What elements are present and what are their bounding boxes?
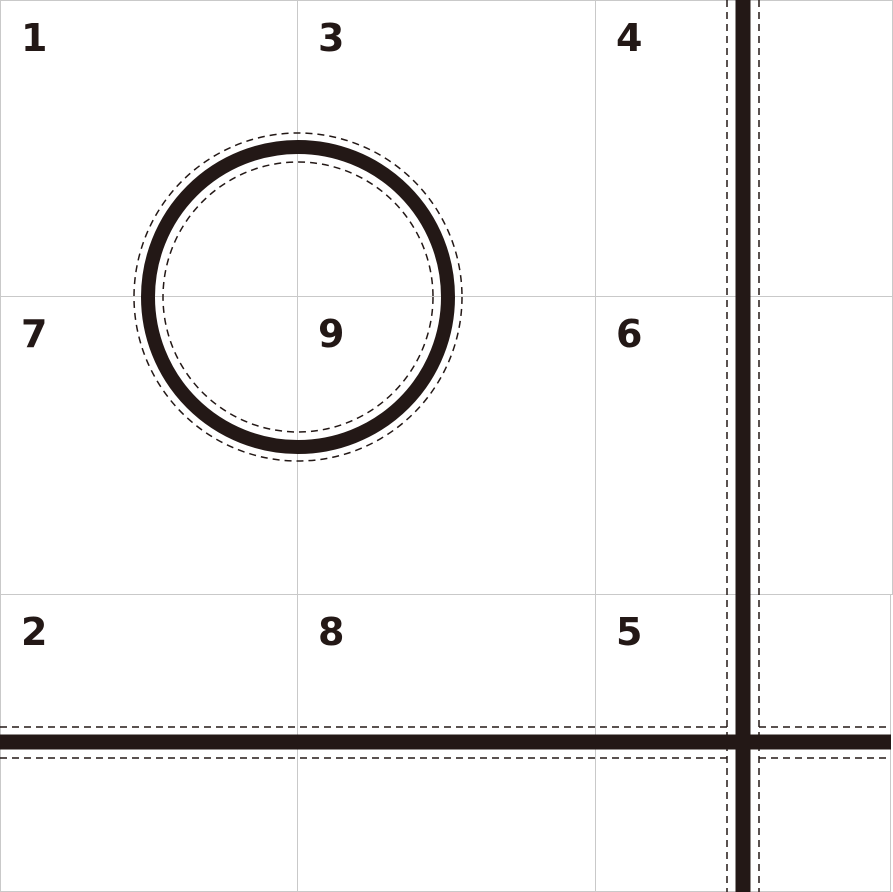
tile-1[interactable]: 1 bbox=[0, 0, 298, 297]
tile-number: 2 bbox=[21, 610, 48, 654]
tile-number: 4 bbox=[616, 16, 643, 60]
tile-number: 5 bbox=[616, 610, 643, 654]
tile-2[interactable]: 2 bbox=[0, 594, 298, 892]
tile-3[interactable]: 3 bbox=[297, 0, 596, 297]
tile-6[interactable]: 6 bbox=[595, 296, 893, 595]
tile-8[interactable]: 8 bbox=[297, 594, 596, 892]
tile-number: 1 bbox=[21, 16, 48, 60]
tile-number: 3 bbox=[318, 16, 345, 60]
tile-number: 7 bbox=[21, 312, 48, 356]
tile-number: 6 bbox=[616, 312, 643, 356]
tile-5[interactable]: 5 bbox=[595, 594, 891, 892]
tile-9[interactable]: 9 bbox=[297, 296, 596, 595]
tile-4[interactable]: 4 bbox=[595, 0, 893, 297]
tile-number: 9 bbox=[318, 312, 345, 356]
tile-number: 8 bbox=[318, 610, 345, 654]
tile-7[interactable]: 7 bbox=[0, 296, 298, 595]
